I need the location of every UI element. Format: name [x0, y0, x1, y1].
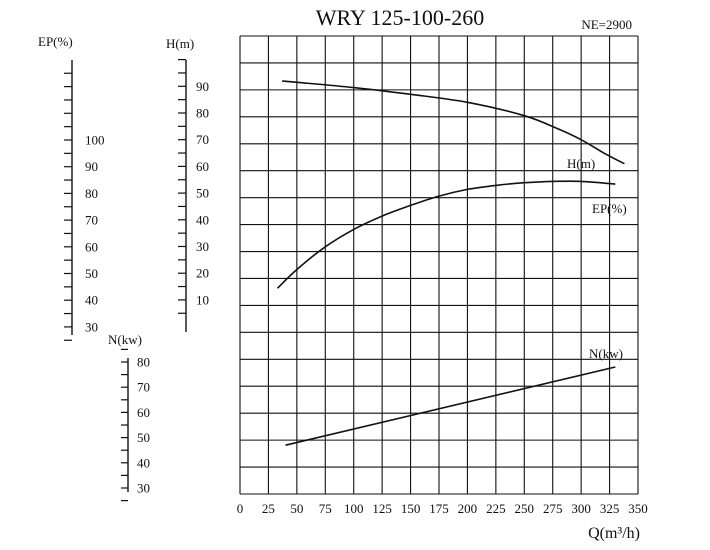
head-tick-label: 50 [196, 186, 209, 201]
ep-tick-label: 100 [85, 133, 105, 148]
ep-tick-label: 90 [85, 159, 98, 174]
power-axis-label: N(kw) [108, 332, 142, 347]
x-tick-label: 350 [628, 501, 648, 516]
power-curve [285, 366, 616, 446]
x-tick-label: 100 [344, 501, 364, 516]
ep-tick-label: 40 [85, 293, 98, 308]
efficiency-curve [276, 180, 616, 289]
ep-axis: EP(%) 100 90 80 70 60 50 40 30 [38, 34, 105, 341]
head-axis: H(m) 90 80 70 60 50 40 30 20 10 [166, 36, 209, 332]
power-tick-label: 60 [137, 405, 150, 420]
x-tick-label: 150 [401, 501, 421, 516]
power-tick-label: 30 [137, 481, 150, 496]
chart-title: WRY 125-100-260 [316, 5, 484, 30]
x-tick-label: 325 [600, 501, 620, 516]
head-axis-label: H(m) [166, 36, 194, 51]
ep-axis-label: EP(%) [38, 34, 73, 49]
head-tick-label: 20 [196, 266, 209, 281]
x-tick-label: 0 [237, 501, 244, 516]
ep-tick-label: 80 [85, 186, 98, 201]
x-tick-label: 200 [458, 501, 478, 516]
head-curve [282, 80, 625, 165]
ep-tick-label: 30 [85, 319, 98, 334]
x-tick-label: 275 [543, 501, 563, 516]
x-tick-label: 50 [290, 501, 303, 516]
x-tick-label: 75 [319, 501, 332, 516]
power-tick-label: 40 [137, 455, 150, 470]
power-tick-label: 50 [137, 430, 150, 445]
x-tick-label: 300 [571, 501, 591, 516]
ep-tick-label: 70 [85, 213, 98, 228]
head-tick-label: 60 [196, 159, 209, 174]
head-tick-label: 90 [196, 79, 209, 94]
series-label-ep: EP(%) [592, 201, 627, 216]
x-axis-label: Q(m³/h) [588, 525, 640, 542]
x-tick-label: 125 [372, 501, 392, 516]
head-tick-label: 30 [196, 239, 209, 254]
power-axis: N(kw) 80 70 60 50 40 30 [108, 332, 150, 502]
head-tick-label: 80 [196, 106, 209, 121]
speed-label: NE=2900 [581, 17, 632, 32]
x-tick-label: 25 [262, 501, 275, 516]
head-tick-label: 10 [196, 292, 209, 307]
head-tick-label: 70 [196, 132, 209, 147]
x-tick-label: 225 [486, 501, 506, 516]
x-tick-label: 250 [515, 501, 535, 516]
head-tick-label: 40 [196, 212, 209, 227]
x-tick-labels: 0 25 50 75 100 125 150 175 200 225 250 275 300 325 350 [237, 501, 648, 516]
series-label-power: N(kw) [589, 346, 623, 361]
ep-tick-label: 60 [85, 239, 98, 254]
power-tick-label: 70 [137, 380, 150, 395]
power-tick-label: 80 [137, 355, 150, 370]
x-tick-label: 175 [429, 501, 449, 516]
series-label-head: H(m) [567, 156, 595, 171]
plot-grid [239, 35, 639, 495]
curves [276, 80, 625, 446]
ep-tick-label: 50 [85, 266, 98, 281]
